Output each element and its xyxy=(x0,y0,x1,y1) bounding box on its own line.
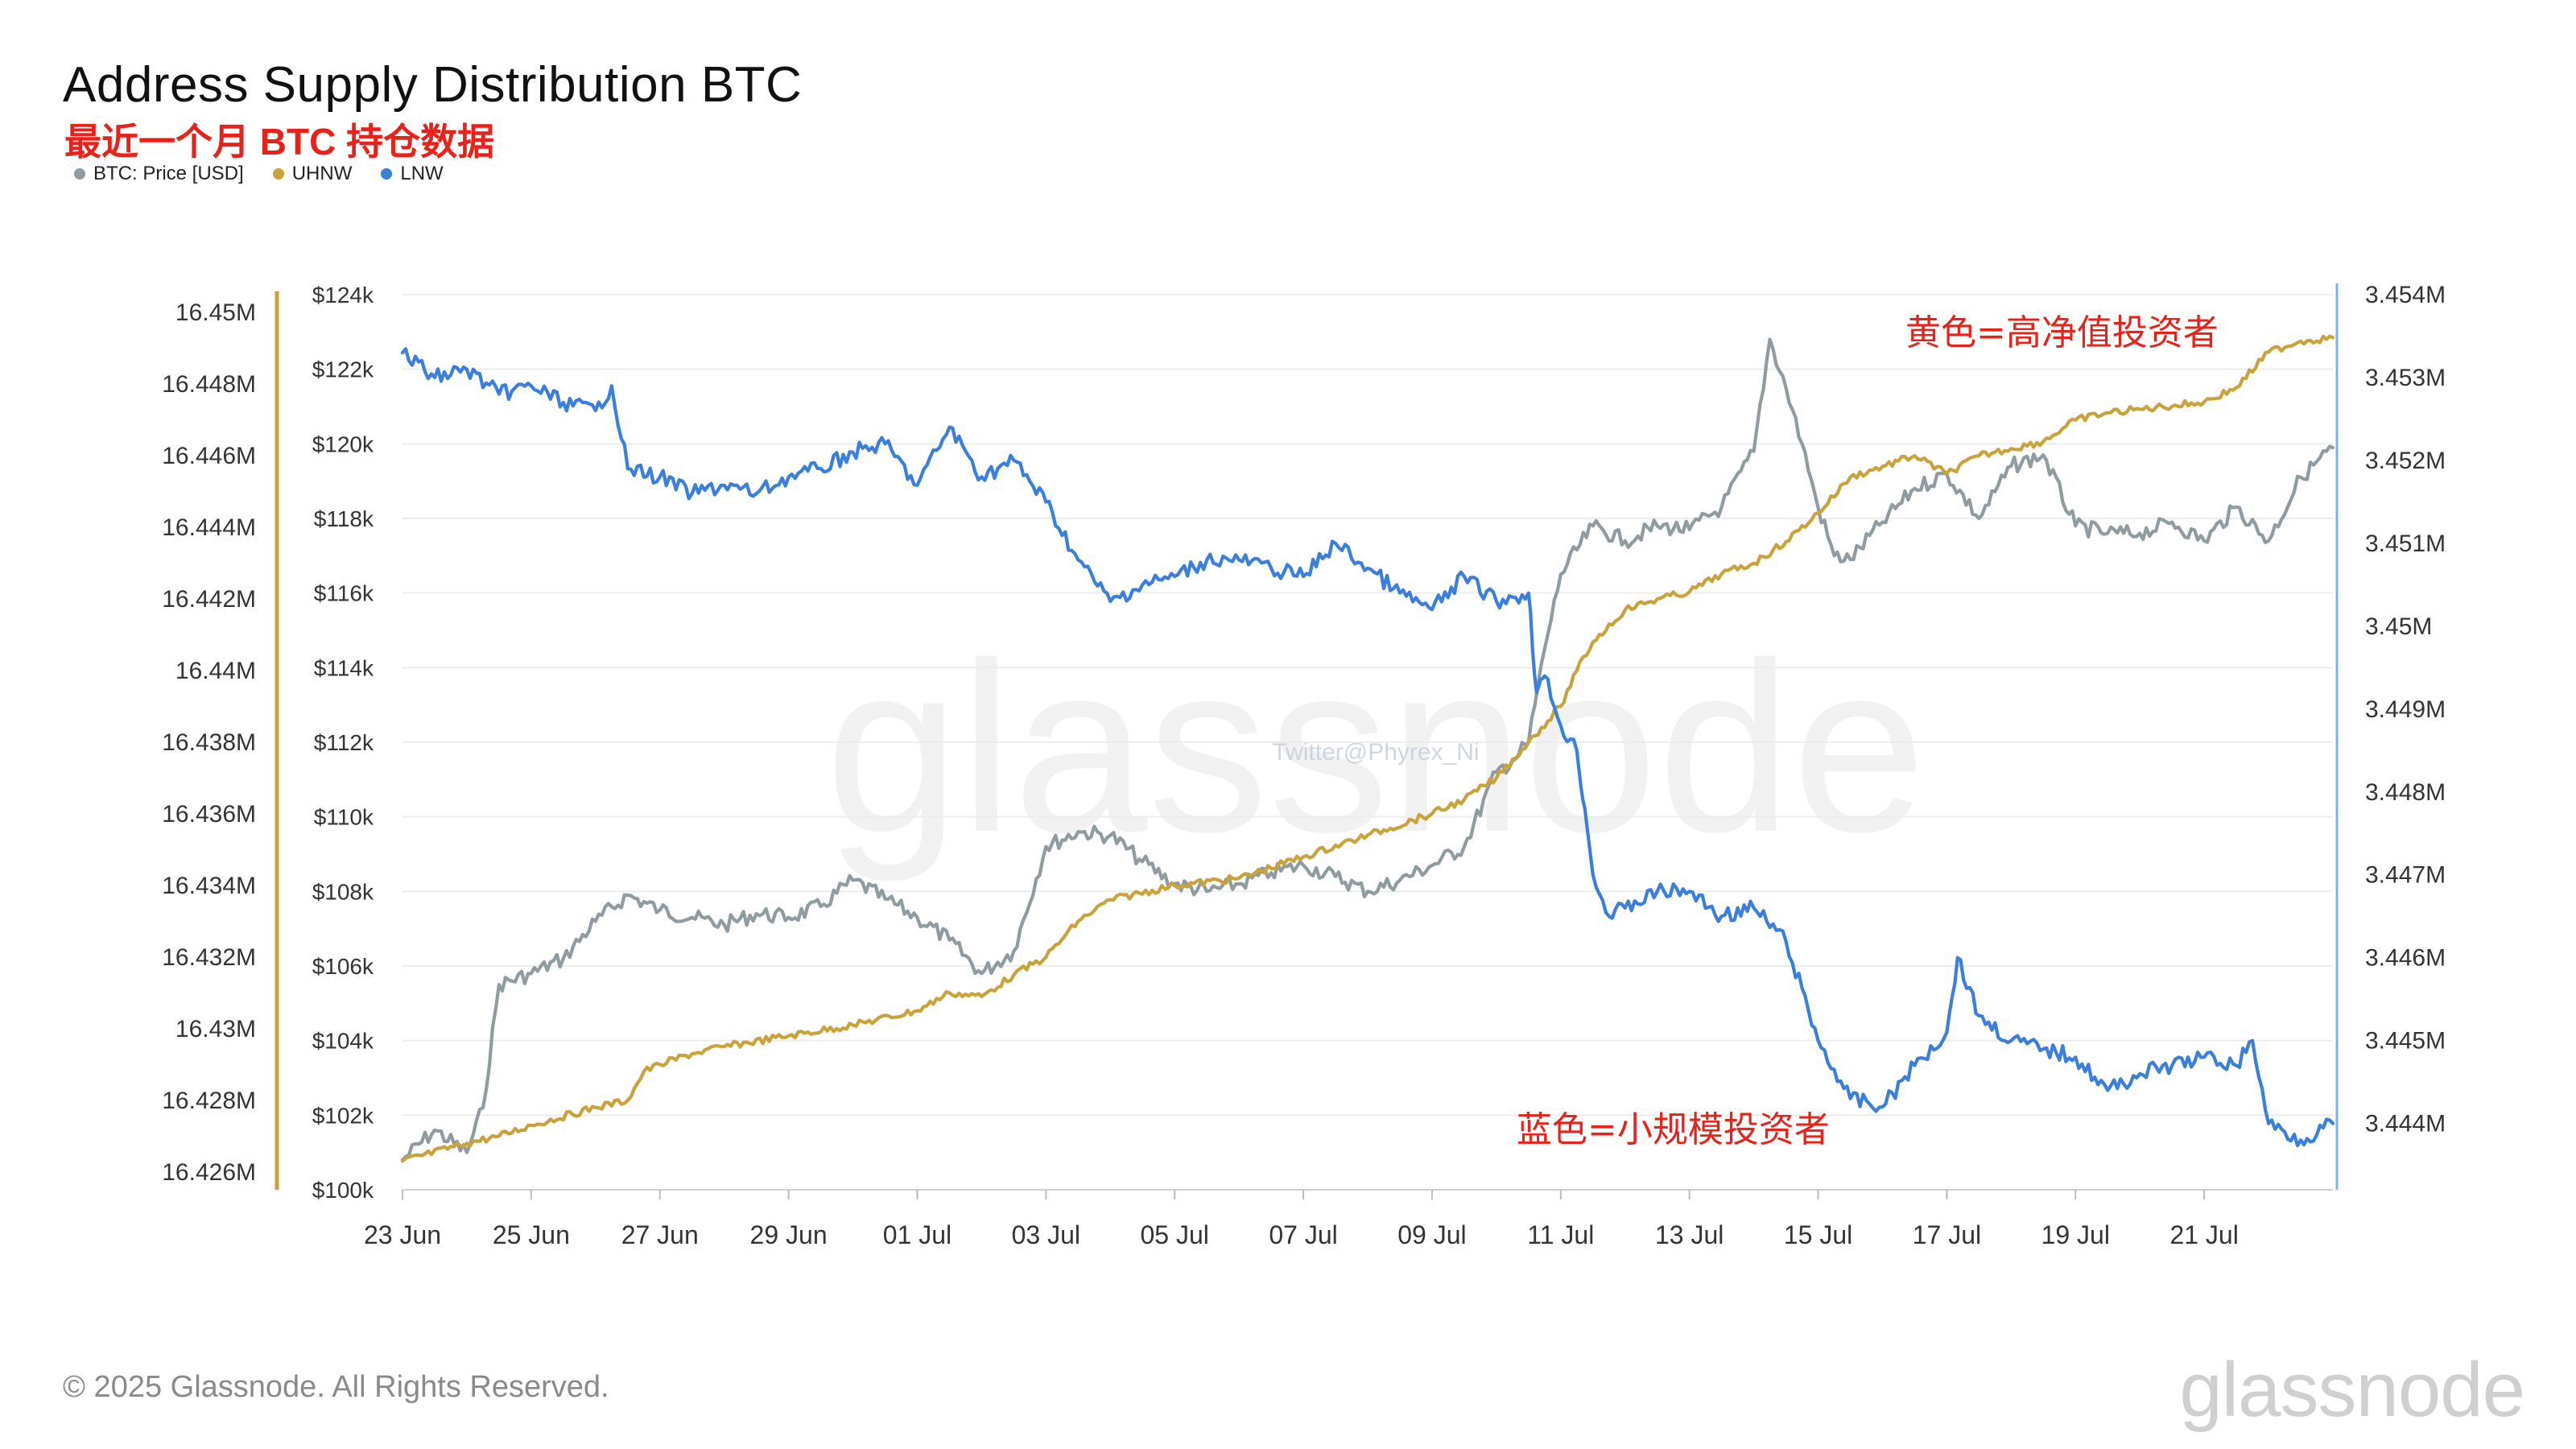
uhnw-axis-tick-label: 16.432M xyxy=(162,944,256,971)
lnw-axis-tick-label: 3.445M xyxy=(2365,1028,2446,1055)
x-axis-tick-label: 09 Jul xyxy=(1397,1220,1466,1249)
annotation-lnw: 蓝色=小规模投资者 xyxy=(1517,1109,1830,1150)
x-axis-tick-label: 21 Jul xyxy=(2169,1220,2238,1249)
x-axis-tick-label: 07 Jul xyxy=(1269,1220,1337,1249)
uhnw-axis-tick-label: 16.438M xyxy=(162,729,256,756)
price-axis-tick-label: $102k xyxy=(312,1103,374,1128)
uhnw-axis-tick-label: 16.446M xyxy=(162,443,256,469)
legend-item-uhnw[interactable]: UHNW xyxy=(272,163,353,185)
legend-label-lnw: LNW xyxy=(400,163,444,184)
legend-dot-lnw xyxy=(381,168,393,180)
price-axis-tick-label: $118k xyxy=(314,506,374,531)
price-axis-tick-label: $100k xyxy=(312,1178,374,1203)
uhnw-axis-tick-label: 16.43M xyxy=(175,1016,256,1042)
watermark-glassnode: glassnode xyxy=(825,612,1926,884)
brand-logo: glassnode xyxy=(2179,1347,2525,1433)
uhnw-axis-tick-label: 16.448M xyxy=(162,371,256,398)
legend-label-uhnw: UHNW xyxy=(291,163,353,184)
x-axis-tick-label: 15 Jul xyxy=(1784,1220,1852,1249)
x-axis-tick-label: 01 Jul xyxy=(883,1220,952,1249)
uhnw-axis-tick-label: 16.442M xyxy=(162,586,256,613)
copyright-footer: © 2025 Glassnode. All Rights Reserved. xyxy=(63,1370,609,1404)
price-axis-tick-label: $112k xyxy=(314,730,374,755)
price-axis-tick-label: $108k xyxy=(312,879,374,904)
price-axis-tick-label: $116k xyxy=(314,581,374,606)
lnw-axis-tick-label: 3.446M xyxy=(2365,945,2446,972)
price-axis-tick-label: $104k xyxy=(312,1029,374,1054)
lnw-axis-tick-label: 3.448M xyxy=(2365,779,2446,806)
uhnw-axis-tick-label: 16.44M xyxy=(175,658,256,684)
uhnw-axis-tick-label: 16.428M xyxy=(162,1088,256,1114)
price-axis-tick-label: $124k xyxy=(312,283,374,308)
x-axis-tick-label: 17 Jul xyxy=(1913,1220,1981,1249)
price-axis-tick-label: $120k xyxy=(312,431,374,456)
lnw-axis-tick-label: 3.452M xyxy=(2365,448,2446,474)
x-axis-tick-label: 03 Jul xyxy=(1012,1220,1080,1249)
series-line-uhnw xyxy=(400,334,2335,1163)
legend-dot-price xyxy=(74,168,85,180)
uhnw-axis-tick-label: 16.444M xyxy=(162,514,256,541)
lnw-axis-tick-label: 3.45M xyxy=(2365,613,2432,640)
x-axis-tick-label: 29 Jun xyxy=(750,1220,828,1249)
uhnw-axis-tick-label: 16.426M xyxy=(162,1159,256,1186)
legend-item-lnw[interactable]: LNW xyxy=(381,163,444,185)
x-axis-tick-label: 25 Jun xyxy=(493,1220,570,1249)
watermark-twitter-handle: Twitter@Phyrex_Ni xyxy=(1272,739,1479,766)
series-line-btc-price-usd- xyxy=(400,337,2335,1162)
x-axis-tick-label: 11 Jul xyxy=(1527,1220,1594,1249)
price-axis-tick-label: $110k xyxy=(314,805,374,830)
lnw-axis-tick-label: 3.447M xyxy=(2365,862,2446,889)
lnw-axis-tick-label: 3.449M xyxy=(2365,696,2446,723)
legend-item-price[interactable]: BTC: Price [USD] xyxy=(74,163,244,185)
chart-subtitle: 最近一个月 BTC 持仓数据 xyxy=(64,121,495,163)
lnw-axis-tick-label: 3.453M xyxy=(2365,365,2446,391)
x-axis-tick-label: 19 Jul xyxy=(2041,1220,2110,1249)
annotation-uhnw: 黄色=高净值投资者 xyxy=(1905,312,2219,353)
uhnw-axis-tick-label: 16.436M xyxy=(162,801,256,828)
lnw-axis-tick-label: 3.451M xyxy=(2365,530,2446,557)
lnw-axis-tick-label: 3.454M xyxy=(2365,282,2446,308)
legend-dot-uhnw xyxy=(272,168,284,180)
chart-title: Address Supply Distribution BTC xyxy=(63,57,803,113)
series-line-lnw xyxy=(400,347,2335,1148)
lnw-axis-tick-label: 3.444M xyxy=(2365,1111,2446,1137)
x-axis-tick-label: 13 Jul xyxy=(1655,1220,1724,1249)
price-axis-tick-label: $114k xyxy=(314,655,374,680)
legend-label-price: BTC: Price [USD] xyxy=(93,163,244,184)
chart-legend: BTC: Price [USD] UHNW LNW xyxy=(74,163,444,185)
x-axis-tick-label: 27 Jun xyxy=(621,1220,699,1249)
uhnw-axis-tick-label: 16.434M xyxy=(162,873,256,899)
x-axis-tick-label: 05 Jul xyxy=(1141,1220,1209,1249)
price-axis-tick-label: $106k xyxy=(312,954,374,979)
uhnw-axis-tick-label: 16.45M xyxy=(175,299,256,326)
x-axis-tick-label: 23 Jun xyxy=(364,1220,441,1249)
price-axis-tick-label: $122k xyxy=(312,357,374,382)
